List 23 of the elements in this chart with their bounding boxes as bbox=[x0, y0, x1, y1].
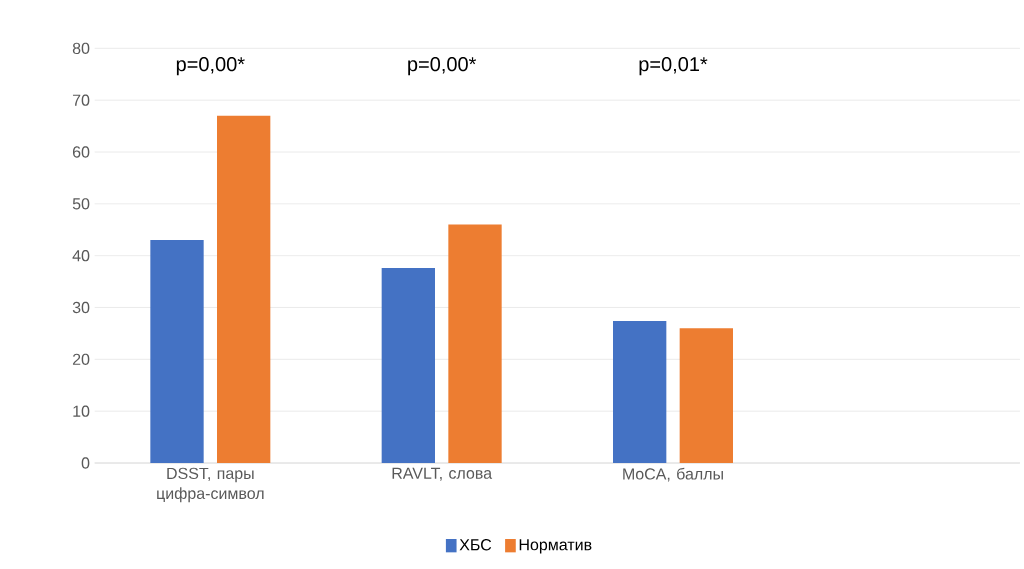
y-tick-label: 40 bbox=[72, 250, 90, 262]
y-tick-label: 70 bbox=[72, 94, 90, 106]
x-tick-label: MoCA, баллы bbox=[623, 467, 723, 482]
bar bbox=[150, 240, 204, 463]
annotation: p=0,00* bbox=[408, 57, 477, 76]
y-tick-label: 30 bbox=[72, 301, 90, 314]
y-tick-label: 50 bbox=[72, 198, 90, 210]
x-tick-label: DSST, пары цифра-символ bbox=[157, 467, 264, 503]
bar bbox=[613, 320, 667, 463]
bar bbox=[381, 268, 435, 463]
x-tick-label: RAVLT, слова bbox=[392, 467, 493, 481]
y-tick-label: 80 bbox=[72, 42, 90, 54]
annotation: p=0,01* bbox=[639, 57, 708, 76]
bar bbox=[217, 115, 271, 463]
bar bbox=[448, 224, 502, 463]
annotation: p=0,00* bbox=[176, 57, 245, 76]
y-tick-label: 10 bbox=[73, 405, 90, 417]
legend-label: ХБС bbox=[459, 539, 492, 551]
y-tick-label: 60 bbox=[72, 146, 90, 158]
legend-label: Норматив bbox=[519, 539, 592, 554]
y-tick-label: 0 bbox=[81, 457, 90, 469]
bar bbox=[679, 328, 733, 463]
y-tick-label: 20 bbox=[72, 353, 90, 365]
